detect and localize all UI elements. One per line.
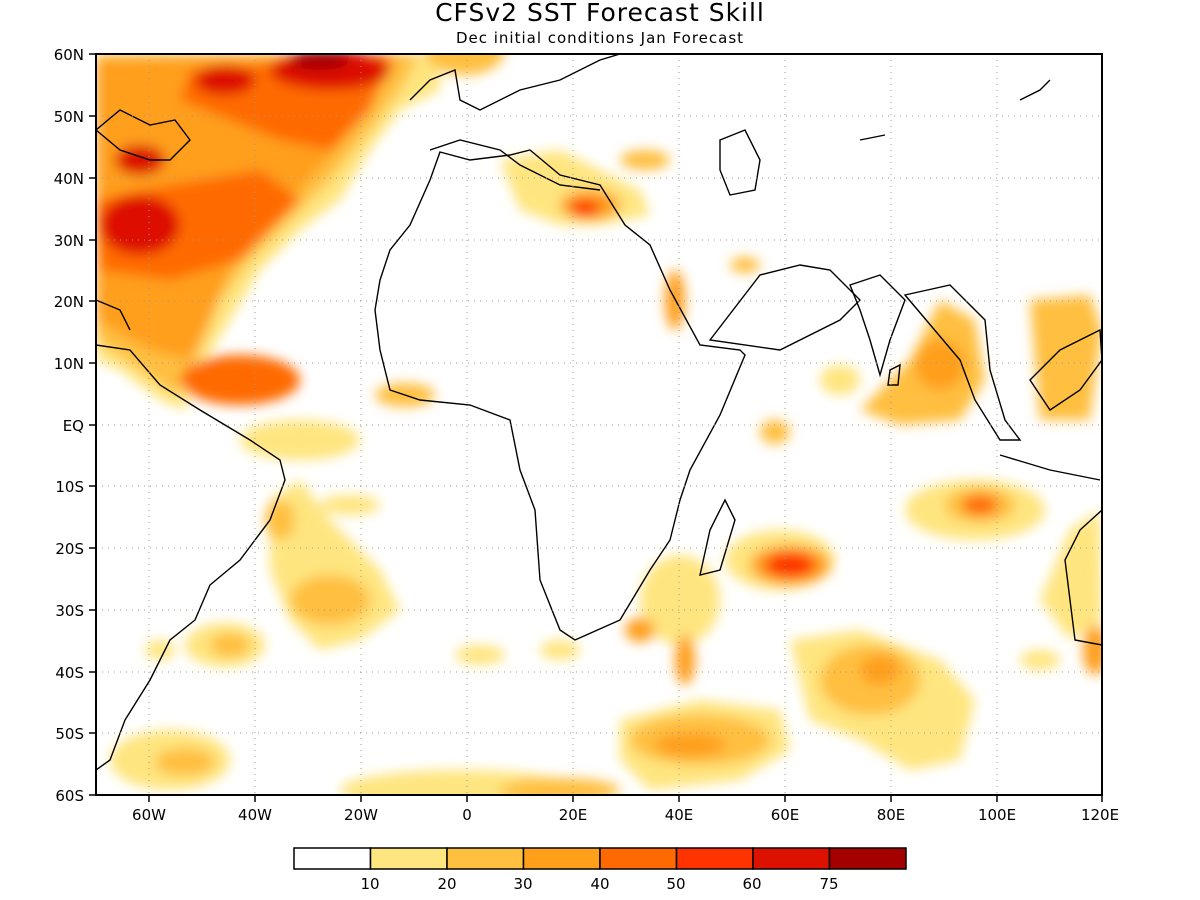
colorbar-label: 75 <box>819 875 838 893</box>
map-subtitle: Dec initial conditions Jan Forecast <box>455 29 745 47</box>
x-tick-label: 60E <box>771 806 800 824</box>
colorbar-swatch <box>293 847 372 870</box>
x-tick-label: 20W <box>344 806 378 824</box>
y-tick-label: 20S <box>55 540 84 558</box>
colorbar-swatch <box>369 847 448 870</box>
x-tick-label: 100E <box>978 806 1016 824</box>
colorbar-swatch <box>599 847 678 870</box>
tick-marks <box>89 53 1103 802</box>
x-tick-label: 0 <box>462 806 472 824</box>
colorbar-swatch <box>522 847 601 870</box>
x-tick-label: 60W <box>132 806 166 824</box>
colorbar-labels: 10 20 30 40 50 60 75 <box>360 875 838 893</box>
y-tick-label: 20N <box>54 293 84 311</box>
colorbar-swatch <box>828 847 907 870</box>
map-title: CFSv2 SST Forecast Skill <box>435 0 765 27</box>
y-tick-label: 50S <box>55 725 84 743</box>
x-tick-label: 40E <box>665 806 694 824</box>
y-tick-label: 10N <box>54 355 84 373</box>
colorbar-swatch <box>675 847 754 870</box>
y-tick-label: 40N <box>54 170 84 188</box>
y-tick-label: 50N <box>54 108 84 126</box>
colorbar-label: 50 <box>666 875 685 893</box>
x-tick-label: 80E <box>877 806 906 824</box>
y-tick-label: 30N <box>54 232 84 250</box>
y-tick-label: 60S <box>55 787 84 805</box>
y-tick-label: 60N <box>54 46 84 64</box>
colorbar-swatch <box>446 847 525 870</box>
x-axis-labels: 60W 40W 20W 0 20E 40E 60E 80E 100E 120E <box>132 806 1119 824</box>
y-tick-label: 30S <box>55 602 84 620</box>
colorbar-swatch <box>752 847 831 870</box>
colorbar-label: 30 <box>513 875 532 893</box>
y-tick-label: 40S <box>55 664 84 682</box>
skill-shading <box>96 54 1102 795</box>
y-axis-labels: 60N 50N 40N 30N 20N 10N EQ 10S 20S 30S 4… <box>54 46 84 805</box>
colorbar-label: 60 <box>742 875 761 893</box>
y-tick-label: 10S <box>55 478 84 496</box>
x-tick-label: 40W <box>238 806 272 824</box>
colorbar-label: 40 <box>590 875 609 893</box>
y-tick-label: EQ <box>63 417 84 435</box>
colorbar-label: 10 <box>360 875 379 893</box>
colorbar-label: 20 <box>437 875 456 893</box>
colorbar <box>293 847 907 870</box>
x-tick-label: 120E <box>1081 806 1119 824</box>
x-tick-label: 20E <box>559 806 588 824</box>
